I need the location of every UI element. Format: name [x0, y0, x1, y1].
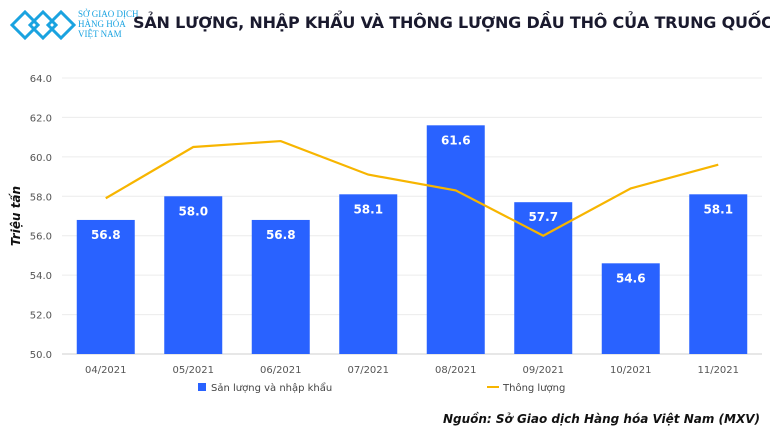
bar — [339, 194, 398, 354]
x-tick-label: 06/2021 — [260, 365, 302, 376]
bar — [164, 196, 223, 354]
logo-line: VIỆT NAM — [78, 29, 122, 39]
bar — [426, 125, 485, 354]
source-note: Nguồn: Sở Giao dịch Hàng hóa Việt Nam (M… — [442, 412, 760, 426]
legend-label: Thông lượng — [502, 382, 565, 394]
legend-swatch-bar — [198, 383, 206, 391]
legend-label: Sản lượng và nhập khẩu — [211, 381, 332, 394]
x-tick-label: 09/2021 — [522, 365, 564, 376]
x-tick-label: 04/2021 — [85, 365, 127, 376]
bar-data-label: 58.0 — [178, 204, 208, 218]
bar — [514, 202, 573, 354]
bar-data-label: 57.7 — [528, 210, 558, 224]
y-tick-label: 62.0 — [30, 113, 52, 124]
x-tick-label: 11/2021 — [697, 365, 739, 376]
y-tick-label: 56.0 — [30, 232, 52, 243]
y-tick-label: 58.0 — [30, 192, 52, 203]
y-tick-label: 60.0 — [30, 153, 52, 164]
line-series — [105, 139, 719, 237]
bar-data-label: 58.1 — [703, 202, 733, 216]
x-tick-label: 07/2021 — [347, 365, 389, 376]
bar-data-label: 56.8 — [266, 228, 296, 242]
bar-data-label: 56.8 — [91, 228, 121, 242]
x-tick-label: 10/2021 — [610, 365, 652, 376]
x-tick-label: 08/2021 — [435, 365, 477, 376]
bar — [601, 263, 660, 354]
y-axis-label: Triệu tấn — [9, 186, 23, 246]
bar-data-label: 54.6 — [616, 271, 646, 285]
y-tick-label: 52.0 — [30, 311, 52, 322]
bar-data-label: 61.6 — [441, 133, 471, 147]
bar — [689, 194, 748, 354]
y-tick-label: 64.0 — [30, 74, 52, 85]
bar — [76, 219, 135, 354]
logo-line: SỞ GIAO DỊCH — [78, 9, 139, 19]
chart-title: SẢN LƯỢNG, NHẬP KHẨU VÀ THÔNG LƯỢNG DẦU … — [133, 13, 770, 32]
logo-text: SỞ GIAO DỊCH HÀNG HÓA VIỆT NAM — [78, 9, 139, 39]
bar — [251, 219, 310, 354]
logo-line: HÀNG HÓA — [78, 19, 126, 29]
mxv-logo — [9, 9, 77, 41]
y-tick-label: 54.0 — [30, 271, 52, 282]
bar-data-label: 58.1 — [353, 202, 383, 216]
x-tick-label: 05/2021 — [172, 365, 214, 376]
y-tick-label: 50.0 — [30, 350, 52, 361]
